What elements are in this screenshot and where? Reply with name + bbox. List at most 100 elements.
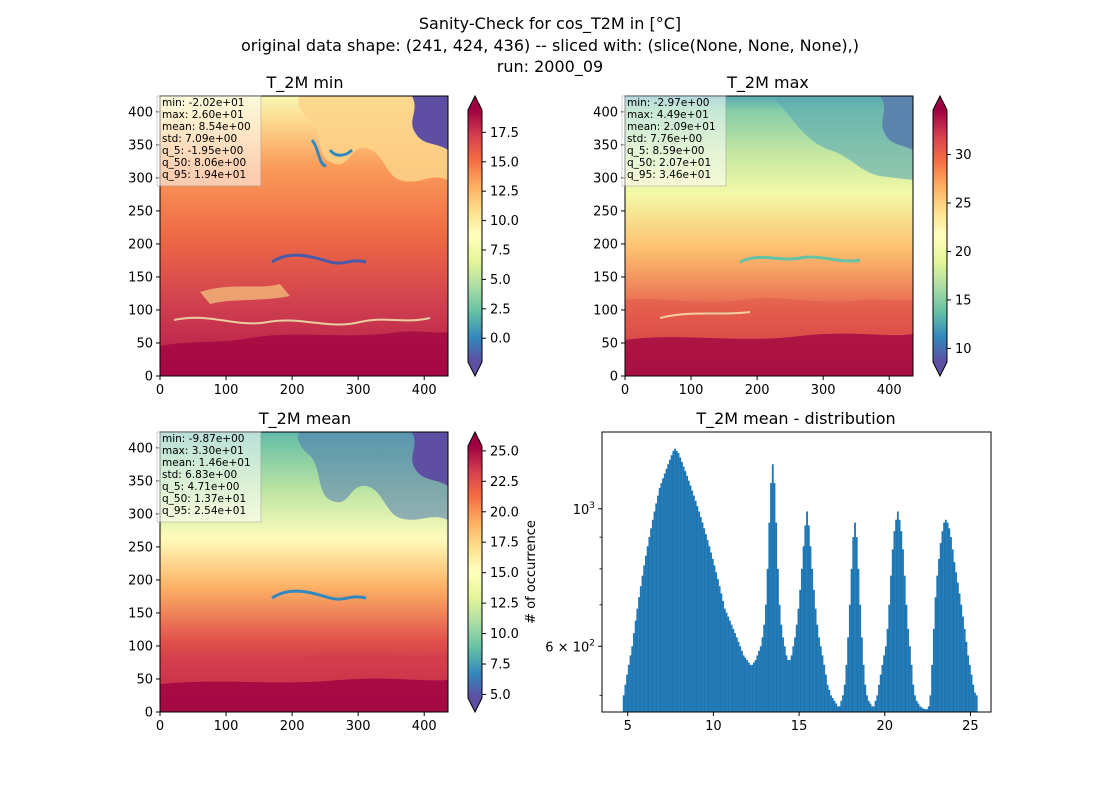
x-tick-label: 200 xyxy=(280,719,305,734)
y-axis: 0 50 100 150 200 250 300 350 400 xyxy=(593,105,625,385)
histogram-bar xyxy=(836,706,839,712)
x-axis: 0 100 200 300 400 xyxy=(156,712,437,734)
x-axis: 5 10 15 20 25 xyxy=(624,712,979,734)
x-tick-label: 0 xyxy=(621,383,629,398)
histogram-bar xyxy=(732,628,735,712)
stat-q5: q_5: 4.71e+00 xyxy=(162,481,239,493)
histogram-bar xyxy=(888,604,891,712)
histogram-bar xyxy=(934,597,937,712)
histogram-bar xyxy=(907,628,910,712)
histogram-bar xyxy=(929,695,932,712)
y-tick-label: 150 xyxy=(128,606,153,621)
colorbar-tick-label: 7.5 xyxy=(490,658,511,673)
histogram-bar xyxy=(622,695,625,712)
histogram-bar xyxy=(833,700,836,712)
y-tick-label: 250 xyxy=(593,204,618,219)
histogram-bar xyxy=(706,540,709,712)
y-tick-label: 200 xyxy=(593,237,618,252)
x-tick-label: 5 xyxy=(624,719,632,734)
histogram-bar xyxy=(771,464,774,712)
histogram-bar xyxy=(682,466,685,712)
y-tick-label: 250 xyxy=(128,540,153,555)
histogram-bar xyxy=(943,522,946,712)
y-tick-label: 103 xyxy=(573,501,595,518)
histogram-bar xyxy=(675,450,678,712)
histogram-bar xyxy=(669,459,671,712)
histogram-bar xyxy=(869,703,872,712)
histogram-bar xyxy=(715,572,718,712)
histogram-bar xyxy=(812,589,815,712)
histogram-bar xyxy=(633,633,635,712)
stat-q95: q_95: 2.54e+01 xyxy=(162,505,246,517)
histogram-bar xyxy=(746,660,748,712)
histogram-bar xyxy=(704,534,707,712)
stat-q95: q_95: 1.94e+01 xyxy=(162,169,246,181)
histogram-bar xyxy=(752,662,755,712)
histogram-bar xyxy=(780,624,783,712)
colorbar-tick-label: 12.5 xyxy=(490,597,519,612)
y-tick-base: 10 xyxy=(573,503,590,518)
histogram-bar xyxy=(965,641,968,712)
histogram-bar xyxy=(782,637,784,712)
histogram-bar xyxy=(658,488,661,712)
histogram-bar xyxy=(785,655,788,712)
x-tick-label: 200 xyxy=(280,383,305,398)
histogram-bar xyxy=(639,586,642,712)
histogram-bar xyxy=(876,695,879,712)
histogram-bar xyxy=(684,471,687,712)
x-axis: 0 100 200 300 400 xyxy=(621,376,902,398)
y-tick-label: 0 xyxy=(145,706,153,721)
histogram-bar xyxy=(917,703,920,712)
y-tick-label: 100 xyxy=(128,303,153,318)
colorbar-tick-label: 5.0 xyxy=(490,273,511,288)
y-tick-label: 200 xyxy=(128,237,153,252)
histogram-bar xyxy=(974,692,976,712)
stat-mean: mean: 2.09e+01 xyxy=(627,121,716,133)
figure-title-line-1: Sanity-Check for cos_T2M in [°C] xyxy=(419,14,681,34)
histogram-bar xyxy=(759,646,762,712)
stat-q50: q_50: 2.07e+01 xyxy=(627,157,711,169)
stat-min: min: -2.02e+01 xyxy=(162,97,244,109)
axes-frame xyxy=(601,431,992,713)
histogram-bar xyxy=(958,593,961,712)
histogram-bar xyxy=(835,703,838,712)
histogram-bar xyxy=(908,646,911,712)
histogram-bar xyxy=(866,695,868,712)
histogram-bar xyxy=(711,558,714,712)
y-axis: 0 50 100 150 200 250 300 350 400 xyxy=(128,441,160,721)
histogram-bar xyxy=(657,495,659,712)
y-tick-coef: 6 × xyxy=(545,640,572,655)
histogram-bar xyxy=(751,664,754,712)
stat-min: min: -2.97e+00 xyxy=(627,97,709,109)
histogram-bar xyxy=(924,709,927,712)
histogram-bar xyxy=(804,525,807,712)
panel-title: T_2M mean xyxy=(258,409,351,429)
histogram-bar xyxy=(819,646,822,712)
stats-box: min: -2.97e+00 max: 4.49e+01 mean: 2.09e… xyxy=(621,95,727,187)
histogram-bar xyxy=(842,695,844,712)
histogram-bar xyxy=(694,500,697,712)
colorbar-tick-label: 17.5 xyxy=(490,126,519,141)
histogram-bar xyxy=(653,511,656,712)
stat-std: std: 7.76e+00 xyxy=(627,133,702,145)
y-tick-label: 150 xyxy=(593,270,618,285)
histogram-bar xyxy=(914,695,916,712)
histogram-bar xyxy=(790,655,793,712)
histogram-bar xyxy=(826,684,829,712)
y-tick-exp: 2 xyxy=(589,638,595,648)
stat-max: max: 4.49e+01 xyxy=(627,109,709,121)
x-tick-label: 400 xyxy=(412,383,437,398)
x-tick-label: 300 xyxy=(811,383,836,398)
y-tick-label: 300 xyxy=(593,171,618,186)
axes-frame xyxy=(159,431,449,713)
stat-q5: q_5: -1.95e+00 xyxy=(162,145,243,157)
stat-min: min: -9.87e+00 xyxy=(162,433,244,445)
y-tick-label: 250 xyxy=(128,204,153,219)
histogram-bar xyxy=(847,637,850,712)
histogram-bar xyxy=(758,650,760,712)
histogram-bar xyxy=(802,546,805,712)
histogram-bar xyxy=(655,503,658,712)
histogram-bar xyxy=(792,646,795,712)
histogram-bar xyxy=(855,537,858,712)
histogram-bar xyxy=(806,511,808,712)
